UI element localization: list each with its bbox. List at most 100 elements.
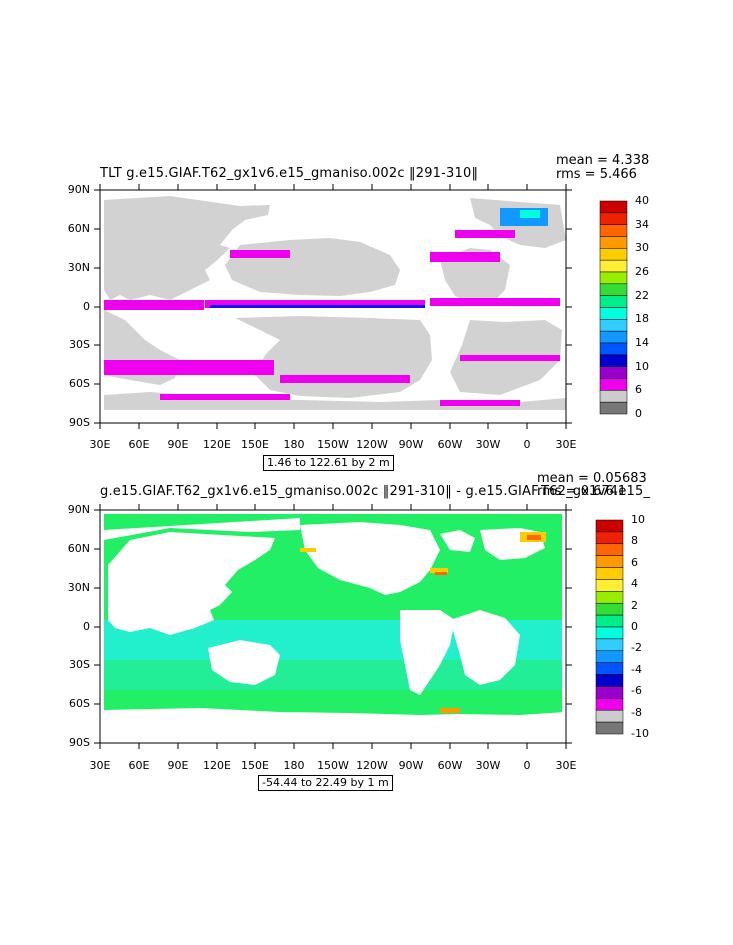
colorbar-label: 2	[631, 598, 638, 612]
rms-stat: rms = 5.466	[556, 167, 637, 182]
colorbar-label: 10	[635, 359, 649, 373]
colorbar-label: 30	[635, 241, 649, 255]
x-label-30e-end: 30E	[555, 438, 577, 451]
colorbar-label: 0	[635, 407, 642, 420]
colorbar-swatch	[599, 330, 628, 344]
colorbar-swatch	[595, 686, 624, 699]
x-label-150e: 150E	[241, 759, 269, 772]
x-label-150e: 150E	[241, 438, 269, 451]
map-panel-bottom: g.e15.GIAF.T62_gx1v6.e15_gmaniso.002c ‖2…	[0, 470, 733, 800]
x-label-180: 180	[283, 438, 305, 451]
colorbar-label: 22	[635, 288, 649, 302]
x-label-30e: 30E	[89, 759, 111, 772]
colorbar-swatch	[595, 721, 624, 735]
colorbar-swatch	[595, 662, 624, 675]
colorbar-label: 10	[631, 513, 645, 526]
eddy-bands	[104, 208, 560, 406]
x-label-90w: 90W	[398, 759, 424, 772]
x-label-60e: 60E	[128, 759, 150, 772]
y-label-0: 0	[83, 300, 90, 313]
colorbar-swatch	[599, 342, 628, 356]
colorbar-swatch	[599, 390, 628, 403]
colorbar-swatch	[599, 295, 628, 308]
colorbar-label: -6	[631, 684, 642, 698]
colorbar-swatch	[599, 212, 628, 225]
y-label-60n: 60N	[67, 542, 90, 555]
colorbar-label: 26	[635, 265, 649, 278]
x-label-90e: 90E	[167, 438, 189, 451]
x-label-60w: 60W	[437, 438, 463, 451]
x-label-30w: 30W	[475, 438, 501, 451]
y-label-90s: 90S	[69, 736, 90, 749]
colorbar-swatch	[599, 307, 628, 320]
colorbar-swatch	[595, 638, 624, 652]
x-label-120w: 120W	[356, 759, 388, 772]
colorbar-label: 6	[635, 383, 642, 397]
x-label-90e: 90E	[167, 759, 189, 772]
colorbar-swatch	[599, 259, 628, 273]
colorbar-swatch	[595, 531, 624, 545]
x-label-150w: 150W	[317, 438, 349, 451]
panel-title: TLT g.e15.GIAF.T62_gx1v6.e15_gmaniso.002…	[100, 166, 479, 181]
panel-title: g.e15.GIAF.T62_gx1v6.e15_gmaniso.002c ‖2…	[100, 484, 651, 499]
colorbar-swatch	[595, 674, 624, 687]
colorbar-swatch	[595, 519, 624, 533]
y-label-60s: 60S	[69, 697, 90, 710]
x-label-60w: 60W	[437, 759, 463, 772]
x-label-60e: 60E	[128, 438, 150, 451]
colorbar-swatch	[599, 271, 628, 285]
x-label-120w: 120W	[356, 438, 388, 451]
colorbar-swatch	[595, 555, 624, 568]
rms-stat: rms = 0.6741	[537, 484, 627, 499]
y-label-60n: 60N	[67, 222, 90, 235]
y-label-0: 0	[83, 620, 90, 633]
y-label-30s: 30S	[69, 338, 90, 351]
colorbar-swatch	[599, 283, 628, 296]
map-svg	[94, 184, 628, 429]
mean-stat: mean = 0.05683	[537, 471, 647, 486]
colorbar-swatch	[595, 602, 624, 616]
colorbar-swatch	[595, 591, 624, 604]
colorbar-swatch	[595, 567, 624, 580]
colorbar-label: -8	[631, 705, 642, 719]
colorbar-label: 40	[635, 194, 649, 207]
y-label-90n: 90N	[67, 183, 90, 196]
y-ticks	[94, 189, 572, 424]
colorbar-swatch	[599, 401, 628, 415]
y-label-90n: 90N	[67, 503, 90, 516]
colorbar-label: 8	[631, 534, 638, 548]
colorbar-label: -4	[631, 662, 642, 676]
colorbar-label: 6	[631, 555, 638, 569]
colorbar-swatch	[599, 354, 628, 367]
y-label-60s: 60S	[69, 377, 90, 390]
colorbar-swatch	[599, 224, 628, 237]
x-label-0: 0	[523, 759, 531, 772]
x-label-150w: 150W	[317, 759, 349, 772]
map-panel-top: TLT g.e15.GIAF.T62_gx1v6.e15_gmaniso.002…	[0, 0, 733, 471]
colorbar-swatch	[599, 248, 628, 261]
x-label-0: 0	[523, 438, 531, 451]
mean-stat: mean = 4.338	[556, 153, 650, 168]
colorbar-swatch	[595, 614, 624, 628]
colorbar-label: 4	[631, 577, 638, 591]
colorbar-swatch	[599, 366, 628, 379]
x-label-90w: 90W	[398, 438, 424, 451]
y-label-90s: 90S	[69, 416, 90, 429]
colorbar-swatch	[599, 236, 628, 249]
colorbar-swatch	[595, 543, 624, 556]
colorbar-label: 18	[635, 312, 649, 326]
contour-range: 1.46 to 122.61 by 2 m	[263, 455, 394, 471]
x-ticks	[99, 504, 567, 749]
x-label-30e: 30E	[89, 438, 111, 451]
colorbar-label: -2	[631, 641, 642, 655]
y-label-30s: 30S	[69, 658, 90, 671]
x-label-120e: 120E	[203, 438, 231, 451]
colorbar	[595, 519, 624, 735]
colorbar-swatch	[595, 579, 624, 592]
contour-range: -54.44 to 22.49 by 1 m	[258, 775, 393, 791]
x-label-180: 180	[283, 759, 305, 772]
colorbar-swatch	[599, 378, 628, 391]
x-label-30e-end: 30E	[555, 759, 577, 772]
y-label-30n: 30N	[67, 581, 90, 594]
x-ticks	[99, 184, 567, 429]
